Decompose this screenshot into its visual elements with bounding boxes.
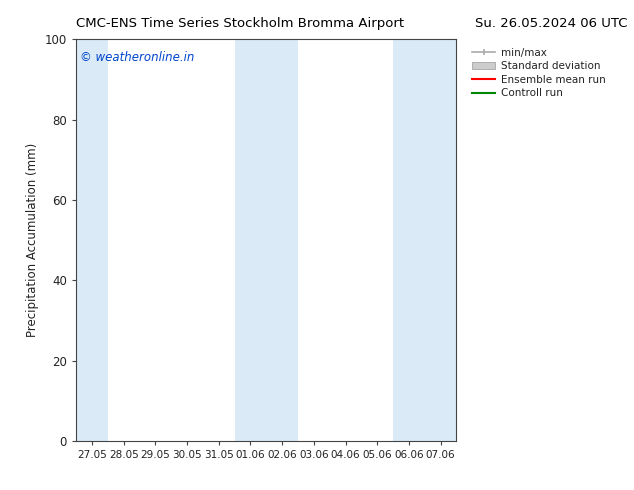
Text: © weatheronline.in: © weatheronline.in <box>80 51 194 64</box>
Text: CMC-ENS Time Series Stockholm Bromma Airport: CMC-ENS Time Series Stockholm Bromma Air… <box>76 17 404 30</box>
Bar <box>393 39 456 441</box>
Legend: min/max, Standard deviation, Ensemble mean run, Controll run: min/max, Standard deviation, Ensemble me… <box>469 45 609 101</box>
Text: Su. 26.05.2024 06 UTC: Su. 26.05.2024 06 UTC <box>475 17 628 30</box>
Y-axis label: Precipitation Accumulation (mm): Precipitation Accumulation (mm) <box>26 143 39 337</box>
Bar <box>76 39 108 441</box>
Bar <box>235 39 298 441</box>
